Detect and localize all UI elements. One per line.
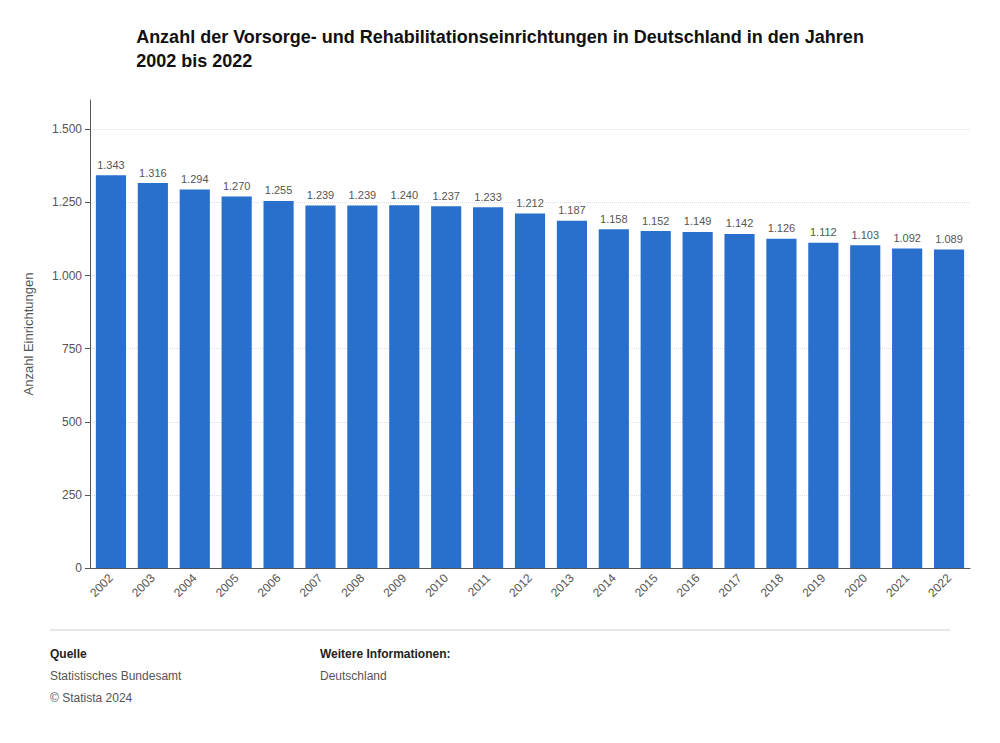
svg-text:2021: 2021 <box>883 571 912 600</box>
svg-text:1.500: 1.500 <box>52 122 82 136</box>
svg-text:1.187: 1.187 <box>558 204 586 216</box>
svg-text:1.112: 1.112 <box>810 226 837 238</box>
svg-text:2015: 2015 <box>632 571 661 600</box>
svg-text:1.233: 1.233 <box>474 191 502 203</box>
svg-text:2020: 2020 <box>841 571 870 600</box>
svg-text:1.092: 1.092 <box>893 232 921 244</box>
svg-text:Statistisches Bundesamt: Statistisches Bundesamt <box>50 669 182 683</box>
svg-text:1.239: 1.239 <box>349 189 377 201</box>
svg-text:© Statista 2024: © Statista 2024 <box>50 691 133 705</box>
svg-text:1.237: 1.237 <box>432 190 460 202</box>
svg-text:2005: 2005 <box>213 571 242 600</box>
svg-text:2018: 2018 <box>758 571 787 600</box>
svg-text:1.255: 1.255 <box>265 184 293 196</box>
svg-text:2006: 2006 <box>255 571 284 600</box>
svg-text:1.126: 1.126 <box>768 222 796 234</box>
svg-text:Deutschland: Deutschland <box>320 669 387 683</box>
svg-text:0: 0 <box>75 561 82 575</box>
svg-text:1.240: 1.240 <box>391 189 419 201</box>
svg-text:750: 750 <box>62 342 82 356</box>
svg-text:1.239: 1.239 <box>307 189 335 201</box>
svg-text:1.142: 1.142 <box>726 217 754 229</box>
svg-text:1.158: 1.158 <box>600 213 628 225</box>
svg-text:2016: 2016 <box>674 571 703 600</box>
svg-text:2013: 2013 <box>548 571 577 600</box>
svg-text:2007: 2007 <box>297 571 326 600</box>
svg-text:2004: 2004 <box>171 571 200 600</box>
svg-text:2017: 2017 <box>716 571 745 600</box>
svg-text:2010: 2010 <box>422 571 451 600</box>
svg-text:2009: 2009 <box>380 571 409 600</box>
svg-text:2002 bis 2022: 2002 bis 2022 <box>136 51 252 71</box>
svg-text:1.103: 1.103 <box>851 229 879 241</box>
svg-text:1.316: 1.316 <box>139 167 167 179</box>
svg-text:1.212: 1.212 <box>516 197 544 209</box>
svg-text:1.000: 1.000 <box>52 269 82 283</box>
svg-text:2011: 2011 <box>465 571 493 599</box>
svg-text:Anzahl Einrichtungen: Anzahl Einrichtungen <box>21 273 36 396</box>
svg-text:1.270: 1.270 <box>223 180 251 192</box>
svg-text:1.343: 1.343 <box>97 159 125 171</box>
svg-text:Weitere Informationen:: Weitere Informationen: <box>320 647 450 661</box>
svg-text:1.250: 1.250 <box>52 195 82 209</box>
svg-text:2022: 2022 <box>925 571 954 600</box>
svg-text:2003: 2003 <box>129 571 158 600</box>
svg-text:2019: 2019 <box>800 571 829 600</box>
svg-text:1.089: 1.089 <box>935 233 963 245</box>
svg-text:500: 500 <box>62 415 82 429</box>
svg-text:Anzahl der Vorsorge- und Rehab: Anzahl der Vorsorge- und Rehabilitations… <box>136 27 864 47</box>
svg-text:2002: 2002 <box>87 571 116 600</box>
svg-text:Quelle: Quelle <box>50 647 87 661</box>
svg-text:1.294: 1.294 <box>181 173 209 185</box>
svg-text:1.152: 1.152 <box>642 215 670 227</box>
svg-text:1.149: 1.149 <box>684 215 712 227</box>
svg-text:2014: 2014 <box>590 571 619 600</box>
svg-text:2012: 2012 <box>506 571 535 600</box>
svg-text:2008: 2008 <box>339 571 368 600</box>
svg-text:250: 250 <box>62 488 82 502</box>
